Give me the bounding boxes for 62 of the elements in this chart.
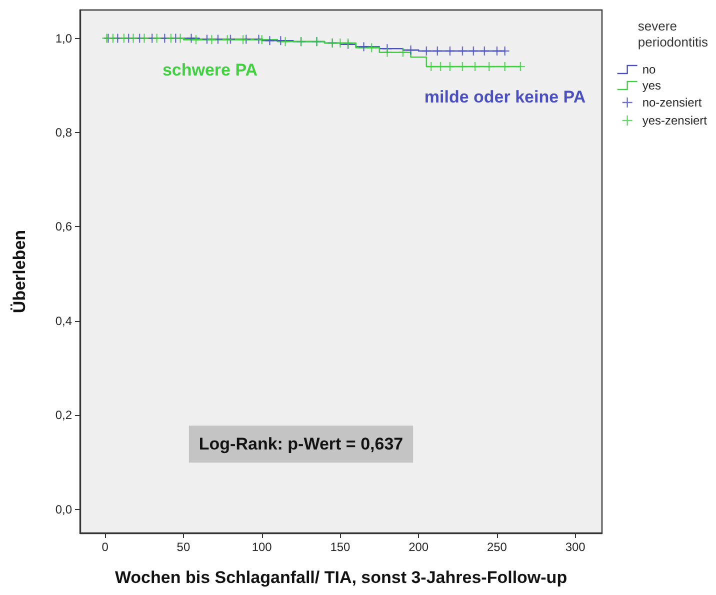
point	[118, 33, 129, 44]
annotation: milde oder keine PA	[424, 88, 586, 106]
point	[457, 46, 468, 56]
point	[175, 33, 186, 44]
x-tick-label: 50	[176, 540, 190, 554]
x-tick-label: 0	[102, 540, 109, 554]
point	[468, 46, 479, 56]
point	[222, 34, 232, 45]
legend-label: yes	[642, 78, 661, 92]
point	[366, 42, 377, 53]
y-tick-label: 0,6	[55, 220, 72, 234]
legend-label: no-zensiert	[642, 96, 702, 110]
point	[432, 46, 443, 56]
point	[166, 33, 176, 44]
point	[202, 34, 212, 44]
point	[256, 34, 267, 45]
point	[190, 34, 202, 45]
x-axis-title: Wochen bis Schlaganfall/ TIA, sonst 3-Jahres-Follow-up	[114, 568, 568, 587]
point	[254, 34, 264, 44]
y-tick-label: 0,4	[55, 314, 72, 328]
x-tick-label: 300	[565, 540, 586, 554]
x-tick-label: 250	[486, 540, 508, 554]
point	[500, 46, 510, 56]
point	[280, 36, 290, 47]
x-tick-label: 100	[252, 540, 272, 554]
point	[470, 61, 480, 72]
point	[241, 34, 252, 44]
point	[515, 61, 526, 72]
y-tick-label: 0,0	[55, 502, 72, 516]
point	[128, 33, 138, 44]
legend-label: no	[642, 62, 656, 76]
point	[206, 34, 217, 45]
x-tick-label: 150	[330, 540, 351, 554]
legend-label: yes-zensiert	[642, 114, 708, 128]
point	[212, 34, 224, 44]
point	[444, 46, 456, 56]
point	[435, 61, 446, 72]
y-axis-title: Überleben	[10, 230, 29, 314]
annotation: Log-Rank: p-Wert = 0,637	[198, 434, 404, 454]
point	[225, 34, 236, 44]
point	[276, 36, 286, 46]
point	[398, 47, 408, 58]
point	[139, 33, 150, 44]
point	[186, 33, 196, 44]
x-tick-label: 200	[408, 540, 429, 554]
point	[382, 47, 392, 58]
point	[152, 33, 162, 44]
y-tick-label: 1,0	[55, 31, 72, 46]
y-tick-label: 0,2	[55, 408, 72, 422]
point	[444, 61, 456, 72]
y-tick-label: 0,8	[55, 126, 72, 140]
point	[358, 42, 369, 52]
point	[479, 46, 490, 56]
point	[108, 33, 118, 44]
point	[238, 34, 248, 45]
point	[335, 38, 346, 48]
point	[492, 46, 502, 56]
point	[421, 46, 432, 56]
annotation: schwere PA	[162, 60, 258, 80]
point	[264, 36, 275, 46]
legend-title: severe periodontitis	[638, 18, 708, 50]
point	[457, 61, 468, 72]
